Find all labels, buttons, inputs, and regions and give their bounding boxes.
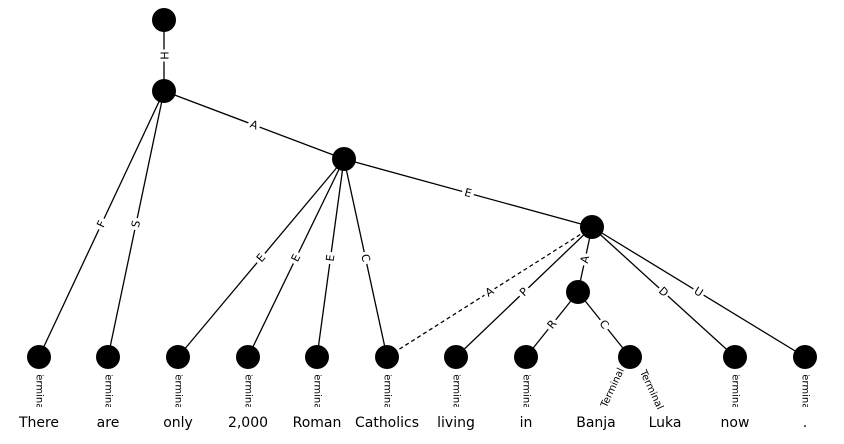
svg-text:S: S: [129, 219, 143, 229]
word-3: 2,000: [228, 415, 268, 431]
svg-text:F: F: [94, 218, 108, 229]
terminal-node-t3: [236, 345, 260, 369]
svg-text:E: E: [324, 254, 338, 263]
edge-label-13: C: [594, 315, 614, 334]
node-n4: [566, 280, 590, 304]
svg-text:Terminal: Terminal: [730, 369, 741, 412]
terminal-label-t0: Terminal: [34, 369, 45, 412]
terminal-label-t10: Terminal: [730, 369, 741, 412]
svg-text:H: H: [158, 51, 171, 59]
svg-text:Terminal: Terminal: [103, 369, 114, 412]
word-7: in: [520, 415, 533, 431]
word-11: .: [803, 415, 807, 431]
node-n1: [152, 79, 176, 103]
terminal-label-t8: Terminal: [599, 367, 627, 411]
edge-label-12: R: [542, 315, 562, 334]
terminal-node-t2: [166, 345, 190, 369]
word-9: Luka: [649, 415, 682, 431]
word-1: are: [97, 415, 120, 431]
edge-label-5: E: [251, 248, 271, 268]
word-6: living: [437, 415, 475, 431]
edge-label-15: U: [689, 282, 708, 302]
edge-label-0: H: [157, 49, 171, 62]
terminal-label-t6: Terminal: [451, 369, 462, 412]
edge-label-14: D: [654, 282, 673, 302]
terminal-node-t5: [375, 345, 399, 369]
svg-text:E: E: [463, 186, 473, 200]
terminal-label-t1: Terminal: [103, 369, 114, 412]
terminal-node-t10: [723, 345, 747, 369]
edges-layer: [38, 20, 806, 358]
terminal-node-t1: [96, 345, 120, 369]
word-8: Banja: [576, 415, 616, 431]
terminal-node-t11: [793, 345, 817, 369]
svg-text:Terminal: Terminal: [173, 369, 184, 412]
terminal-node-t8: [618, 345, 642, 369]
terminal-label-t4: Terminal: [312, 369, 323, 412]
words-layer: There are only 2,000 Roman Catholics living in B…: [18, 415, 807, 431]
edge-label-10: P: [514, 282, 534, 302]
edge-label-7: E: [322, 251, 339, 265]
edge-label-6: E: [287, 249, 305, 267]
edge-label-11: A: [576, 252, 594, 267]
edge-label-8: C: [357, 250, 374, 266]
edge-label-3: F: [92, 215, 111, 233]
word-5: Catholics: [355, 415, 419, 431]
node-n2: [332, 147, 356, 171]
svg-text:E: E: [289, 252, 304, 264]
terminal-labels-layer: Terminal Terminal Terminal Terminal Terminal…: [34, 367, 811, 412]
edge-label-9: A: [480, 282, 499, 302]
terminal-label-t7: Terminal: [521, 369, 532, 412]
nodes-layer: [27, 8, 817, 369]
word-10: now: [721, 415, 750, 431]
word-0: There: [18, 415, 59, 431]
terminal-node-t4: [305, 345, 329, 369]
word-2: only: [163, 415, 193, 431]
svg-text:Terminal: Terminal: [451, 369, 462, 412]
word-4: Roman: [293, 415, 342, 431]
edge-label-1: A: [245, 116, 263, 134]
svg-text:C: C: [358, 253, 372, 264]
terminal-node-t7: [514, 345, 538, 369]
svg-text:Terminal: Terminal: [382, 369, 393, 412]
svg-text:Terminal: Terminal: [521, 369, 532, 412]
terminal-label-t2: Terminal: [173, 369, 184, 412]
terminal-label-t9: Terminal: [637, 368, 665, 412]
svg-text:Terminal: Terminal: [243, 369, 254, 412]
svg-text:Terminal: Terminal: [800, 369, 811, 412]
node-root: [152, 8, 176, 32]
terminal-node-t0: [27, 345, 51, 369]
terminal-label-t5: Terminal: [382, 369, 393, 412]
svg-text:Terminal: Terminal: [312, 369, 323, 412]
svg-text:Terminal: Terminal: [34, 369, 45, 412]
node-n3: [580, 215, 604, 239]
terminal-node-t6: [444, 345, 468, 369]
svg-text:A: A: [578, 254, 592, 265]
terminal-label-t11: Terminal: [800, 369, 811, 412]
edge-label-4: S: [127, 216, 145, 232]
edge-label-2: E: [460, 184, 476, 202]
terminal-label-t3: Terminal: [243, 369, 254, 412]
